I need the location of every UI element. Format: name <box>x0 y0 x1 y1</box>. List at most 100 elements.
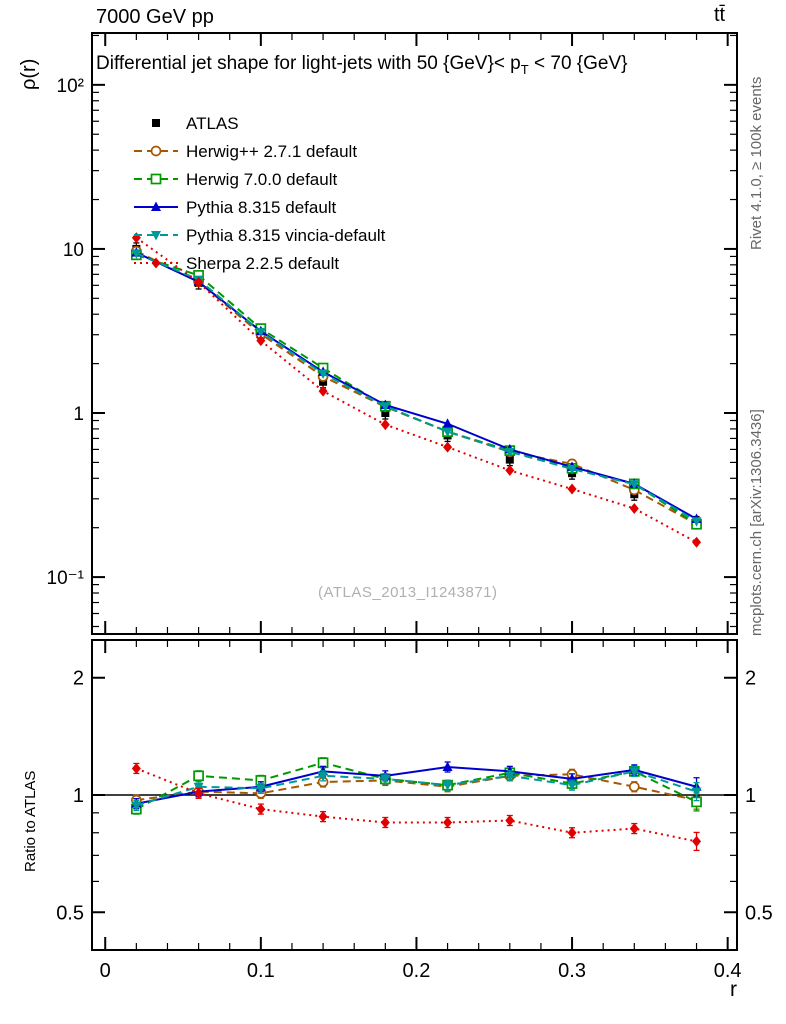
series-marker-main <box>380 402 391 412</box>
series-line-ratio <box>135 761 697 810</box>
series-marker-ratio <box>567 781 578 791</box>
series-1 <box>130 245 702 530</box>
legend-label: Pythia 8.315 vincia-default <box>186 226 386 245</box>
legend-marker-sample <box>150 173 162 185</box>
series-marker-main <box>567 464 578 475</box>
legend-label: ATLAS <box>186 114 239 133</box>
series-marker-ratio <box>567 827 577 839</box>
series-marker-ratio <box>193 782 204 793</box>
legend-label: Sherpa 2.2.5 default <box>186 254 339 273</box>
series-marker-ratio <box>380 816 390 828</box>
plot-title: Differential jet shape for light-jets wi… <box>96 53 628 77</box>
legend-label: Herwig++ 2.7.1 default <box>186 142 357 161</box>
series-marker-main <box>442 418 453 428</box>
series-marker-main <box>380 419 390 431</box>
series-marker-ratio <box>504 771 515 782</box>
series-line-main <box>135 236 698 544</box>
header-process: tt̄ <box>714 4 726 26</box>
series-marker-ratio <box>628 781 640 793</box>
analysis-id-watermark: (ATLAS_2013_I1243871) <box>318 584 498 601</box>
series-marker-ratio <box>691 787 702 798</box>
series-line-ratio <box>135 767 697 843</box>
ratio-y-tick-label-right: 1 <box>745 785 756 807</box>
legend-marker-sample <box>152 119 160 127</box>
ratio-y-tick-label-left: 1 <box>73 785 84 807</box>
x-tick-label: 0.4 <box>714 960 742 982</box>
x-tick-label: 0.2 <box>403 960 431 982</box>
x-tick-label: 0.3 <box>558 960 586 982</box>
series-marker-ratio <box>255 784 266 794</box>
plot-title-sub: T <box>520 61 529 77</box>
x-axis-label: r <box>730 978 737 1001</box>
legend-item: Pythia 8.315 default <box>134 198 337 217</box>
axis-ticks <box>92 33 737 950</box>
series-marker-ratio <box>380 774 391 785</box>
series-line-main <box>135 252 698 523</box>
ratio-y-tick-label-right: 2 <box>745 668 756 690</box>
plot-title-post: < 70 {GeV} <box>528 53 628 74</box>
series-ratio-5 <box>131 762 702 852</box>
legend-marker-sample <box>150 145 162 157</box>
series-marker-ratio <box>256 803 266 815</box>
series-marker-main <box>255 327 266 338</box>
plot-title-pre: Differential jet shape for light-jets wi… <box>96 53 521 74</box>
ratio-y-tick-label-right: 0.5 <box>745 902 773 924</box>
legend-item: Herwig++ 2.7.1 default <box>134 142 357 161</box>
series-marker-ratio <box>442 761 453 772</box>
series-marker-main <box>131 232 141 244</box>
series-marker-ratio <box>692 835 702 847</box>
series-marker-main <box>443 441 453 453</box>
series-marker-ratio <box>318 811 328 823</box>
series-2 <box>130 249 702 530</box>
series-marker-main <box>442 427 453 438</box>
legend-label: Herwig 7.0.0 default <box>186 170 337 189</box>
series-marker-ratio <box>194 787 204 799</box>
series-marker-ratio <box>131 762 141 774</box>
series-5 <box>131 232 702 548</box>
series-marker-main <box>256 335 266 347</box>
series-marker-ratio <box>505 815 515 827</box>
legend-item: Pythia 8.315 vincia-default <box>134 226 386 245</box>
legend-label: Pythia 8.315 default <box>186 198 337 217</box>
series-0 <box>132 242 701 530</box>
series-marker-main <box>505 455 514 464</box>
main-y-tick-label: 1 <box>73 404 84 425</box>
series-marker-ratio <box>629 767 640 777</box>
series-marker-main <box>131 249 142 259</box>
series-marker-main <box>629 480 640 490</box>
series-marker-main <box>691 517 702 527</box>
series-marker-main <box>381 409 390 418</box>
main-panel-frame <box>91 32 738 635</box>
legend-marker-sample <box>151 231 161 241</box>
series-line-ratio <box>136 773 697 802</box>
main-y-tick-label: 10 <box>63 240 84 261</box>
legend-item: Herwig 7.0.0 default <box>134 170 337 189</box>
series-line-ratio <box>136 770 697 807</box>
series-marker-main <box>504 447 515 458</box>
series-marker-main <box>318 369 329 380</box>
x-tick-label: 0.1 <box>247 960 275 982</box>
x-tick-label: 0 <box>100 960 111 982</box>
ratio-y-tick-label-left: 2 <box>73 668 84 690</box>
tick-labels: 10² 10 1 10⁻¹ 2 2 1 1 0.5 0.5 0 0.1 0.2 0.3 0.4 <box>47 76 773 982</box>
series-ratio-3 <box>131 761 702 810</box>
series-line-ratio <box>136 765 697 805</box>
legend-marker-sample <box>151 201 161 211</box>
series-marker-main <box>567 483 577 495</box>
main-y-tick-label: 10² <box>57 76 84 97</box>
series-marker-ratio <box>193 770 204 782</box>
header-beam-energy: 7000 GeV pp <box>96 6 214 28</box>
series-marker-ratio <box>318 771 329 782</box>
series-marker-main <box>318 385 328 397</box>
series-line-main <box>136 253 698 526</box>
series-marker-ratio <box>443 816 453 828</box>
legend-item: Sherpa 2.2.5 default <box>134 254 339 273</box>
legend-marker-sample <box>151 257 161 269</box>
series-marker-ratio <box>442 781 453 791</box>
series-marker-main <box>505 464 515 476</box>
series-marker-ratio <box>629 823 639 835</box>
series-marker-main <box>194 276 204 288</box>
series-line-main <box>135 250 698 526</box>
